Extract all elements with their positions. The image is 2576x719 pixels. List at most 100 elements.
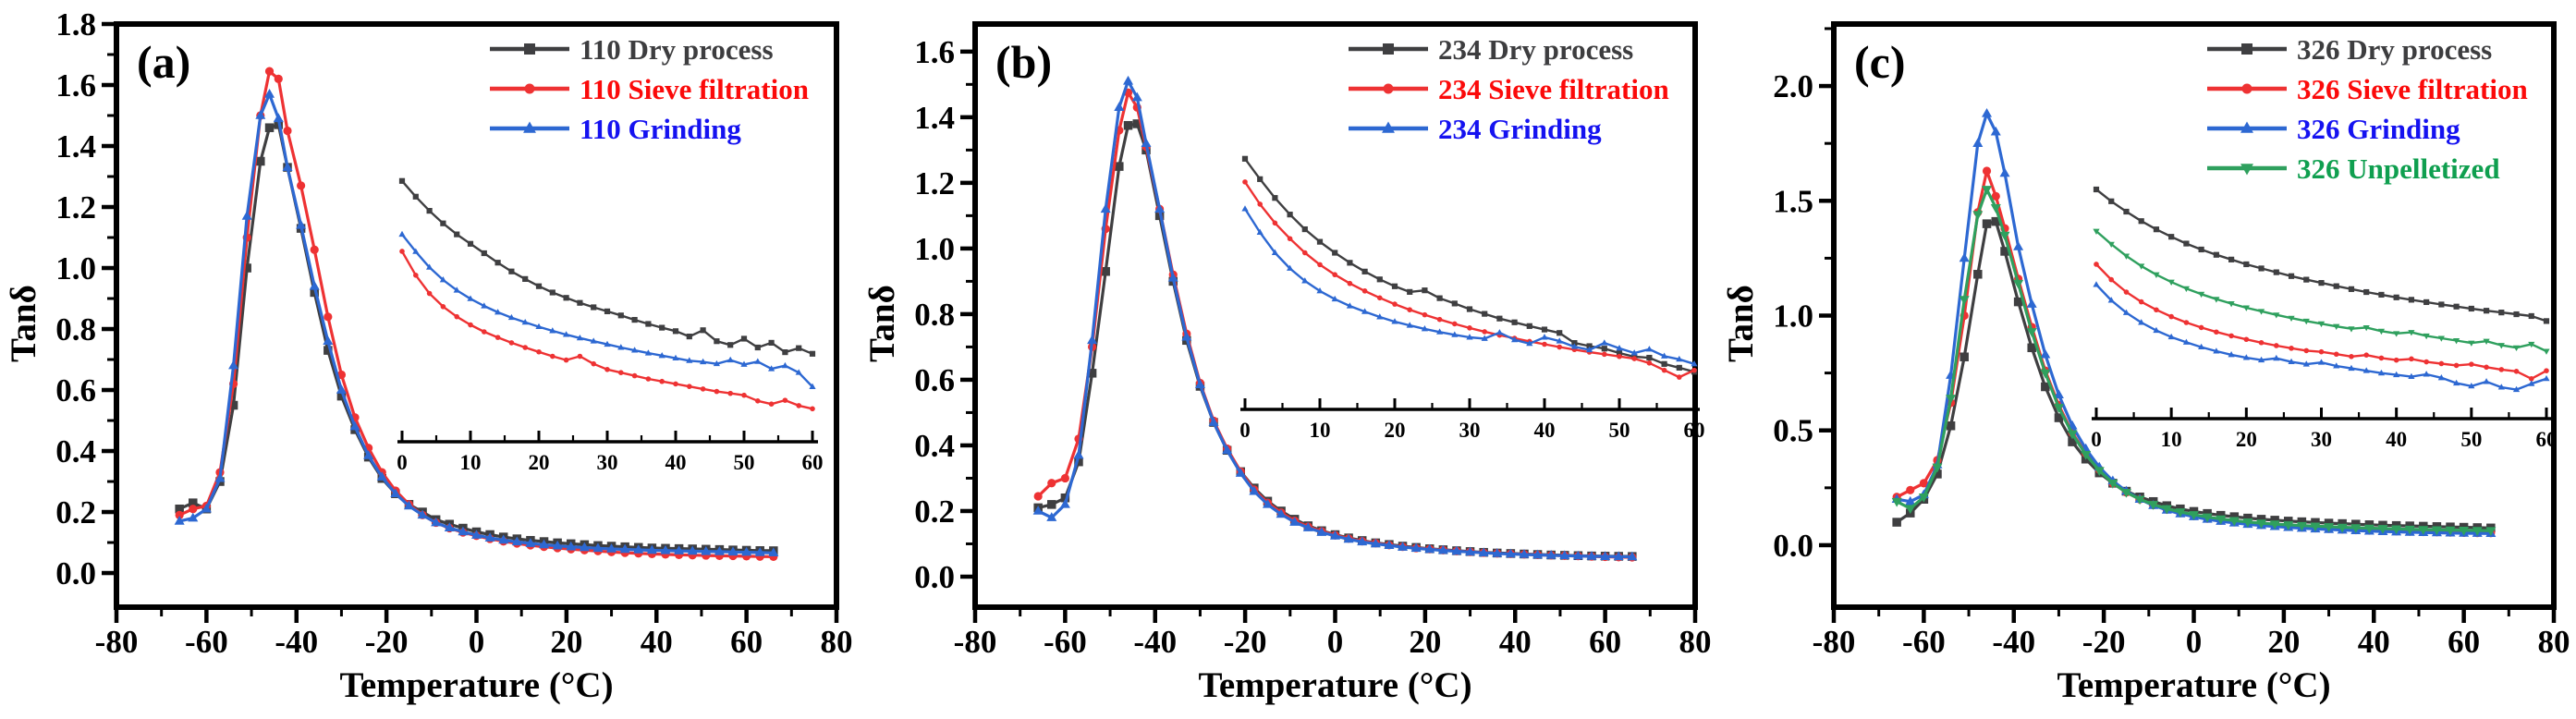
- series-line-326-unpelletized: [1896, 188, 2491, 532]
- inset-series-line-110-sieve-filtration: [400, 250, 813, 410]
- y-tick-label: 1.0: [914, 231, 955, 267]
- x-tick-label: -20: [1224, 624, 1267, 660]
- inset-tick-label: 40: [1534, 419, 1556, 442]
- inset-tick-label: 10: [460, 451, 482, 474]
- legend-circle-marker: [524, 83, 535, 94]
- y-tick-label: 0.2: [914, 494, 955, 530]
- series-markers-110-grinding: [174, 89, 779, 557]
- legend-label: 234 Grinding: [1438, 113, 1602, 145]
- inset-series-markers-326-unpelletized: [2093, 228, 2550, 355]
- x-axis-title: Temperature (°C): [2057, 665, 2330, 705]
- y-tick-label: 1.8: [55, 6, 96, 43]
- x-tick-label: 20: [1409, 624, 1441, 660]
- inset-series-markers-326-dry-process: [2093, 186, 2550, 324]
- x-tick-label: 40: [2358, 624, 2390, 660]
- legend-label: 234 Dry process: [1438, 33, 1633, 66]
- x-tick-label: -40: [275, 624, 318, 660]
- inset-tick-label: 30: [2311, 428, 2332, 451]
- inset-series-markers-234-sieve-filtration: [1242, 179, 1697, 380]
- series-line-234-grinding: [1037, 79, 1632, 559]
- series-markers-234-grinding: [1032, 75, 1638, 561]
- x-tick-label: 40: [1499, 624, 1532, 660]
- y-tick-label: 0.0: [55, 555, 96, 591]
- inset-tick-label: 40: [2386, 428, 2407, 451]
- x-tick-label: -40: [1992, 624, 2035, 660]
- inset-tick-label: 0: [2091, 428, 2102, 451]
- x-tick-label: -40: [1133, 624, 1177, 660]
- legend-triangle-up-marker: [1382, 121, 1395, 133]
- inset-series-markers-234-grinding: [1241, 205, 1698, 367]
- legend-label: 326 Dry process: [2297, 33, 2492, 66]
- legend-label: 326 Grinding: [2297, 113, 2460, 145]
- inset-tick-label: 20: [529, 451, 550, 474]
- inset-tick-label: 50: [1609, 419, 1630, 442]
- inset-series-markers-110-grinding: [398, 230, 816, 389]
- y-tick-label: 0.0: [914, 559, 955, 595]
- x-tick-label: 0: [469, 624, 485, 660]
- x-tick-label: 60: [1589, 624, 1621, 660]
- legend-item-234-grinding: 234 Grinding: [1349, 113, 1602, 145]
- y-axis-title: Tanδ: [1721, 285, 1761, 362]
- y-tick-label: 1.0: [1773, 299, 1813, 335]
- inset-series-line-326-grinding: [2095, 284, 2547, 391]
- x-tick-label: -20: [2082, 624, 2126, 660]
- y-tick-label: 1.5: [1773, 183, 1813, 219]
- x-tick-label: -80: [954, 624, 997, 660]
- x-tick-label: 80: [1679, 624, 1712, 660]
- legend-label: 110 Sieve filtration: [580, 73, 809, 105]
- series-line-234-sieve-filtration: [1037, 91, 1632, 559]
- panel-letter: (b): [995, 36, 1052, 88]
- series-line-234-dry-process: [1037, 122, 1632, 558]
- x-tick-label: 80: [821, 624, 853, 660]
- y-tick-label: 0.8: [914, 297, 955, 333]
- legend-label: 234 Sieve filtration: [1438, 73, 1669, 105]
- inset-tick-label: 50: [2460, 428, 2482, 451]
- legend-item-234-dry-process: 234 Dry process: [1349, 33, 1633, 66]
- series-line-110-grinding: [178, 92, 774, 554]
- x-tick-label: -20: [365, 624, 409, 660]
- x-tick-label: 60: [2448, 624, 2480, 660]
- inset-series-markers-110-dry-process: [398, 177, 816, 357]
- panel-a-chart: -80 -60 -40 -20 0 20 40 60 80 0.0 0.2 0.4 0.6 0.8 1.0 1…: [0, 0, 859, 719]
- y-tick-label: 0.5: [1773, 413, 1813, 449]
- inset-tick-label: 10: [1310, 419, 1331, 442]
- inset-series-markers-110-sieve-filtration: [399, 249, 815, 412]
- y-tick-label: 1.4: [55, 128, 96, 165]
- inset-tick-label: 10: [2161, 428, 2182, 451]
- plot-frame: [972, 21, 1698, 610]
- y-tick-label: 0.0: [1773, 528, 1813, 564]
- series-markers-326-unpelletized: [1891, 186, 2497, 537]
- inset-tick-label: 20: [2236, 428, 2257, 451]
- x-tick-label: 40: [641, 624, 673, 660]
- x-tick-label: 80: [2538, 624, 2570, 660]
- panel-letter: (a): [137, 36, 190, 88]
- y-tick-label: 0.4: [55, 433, 96, 469]
- y-tick-label: 0.6: [914, 362, 955, 398]
- series-line-110-dry-process: [178, 123, 774, 553]
- inset-series-line-326-dry-process: [2095, 189, 2547, 323]
- x-tick-label: 0: [1327, 624, 1344, 660]
- legend-label: 110 Grinding: [580, 113, 741, 145]
- panel-b-chart: -80 -60 -40 -20 0 20 40 60 80 0.0 0.2 0.4 0.6 0.8 1.0 1…: [859, 0, 1717, 719]
- y-axis-title: Tanδ: [862, 285, 902, 362]
- legend-label: 326 Unpelletized: [2297, 152, 2500, 185]
- y-tick-label: 0.4: [914, 428, 955, 464]
- y-tick-label: 1.2: [914, 165, 955, 201]
- x-tick-label: -80: [1813, 624, 1856, 660]
- y-tick-label: 2.0: [1773, 68, 1813, 104]
- x-tick-label: 0: [2186, 624, 2203, 660]
- series-line-326-grinding: [1896, 112, 2491, 535]
- inset-tick-label: 20: [1385, 419, 1406, 442]
- y-tick-label: 0.2: [55, 494, 96, 530]
- legend-item-110-sieve-filtration: 110 Sieve filtration: [490, 73, 809, 105]
- series-line-326-dry-process: [1896, 220, 2491, 530]
- x-tick-label: -80: [95, 624, 139, 660]
- series-markers-234-sieve-filtration: [1033, 88, 1637, 562]
- x-axis-title: Temperature (°C): [1198, 665, 1471, 705]
- legend-item-326-sieve-filtration: 326 Sieve filtration: [2207, 73, 2528, 105]
- inset-tick-label: 30: [597, 451, 618, 474]
- x-axis-title: Temperature (°C): [339, 665, 613, 705]
- y-tick-label: 1.6: [914, 34, 955, 70]
- legend-item-110-dry-process: 110 Dry process: [490, 33, 774, 66]
- legend-item-326-unpelletized: 326 Unpelletized: [2207, 152, 2500, 185]
